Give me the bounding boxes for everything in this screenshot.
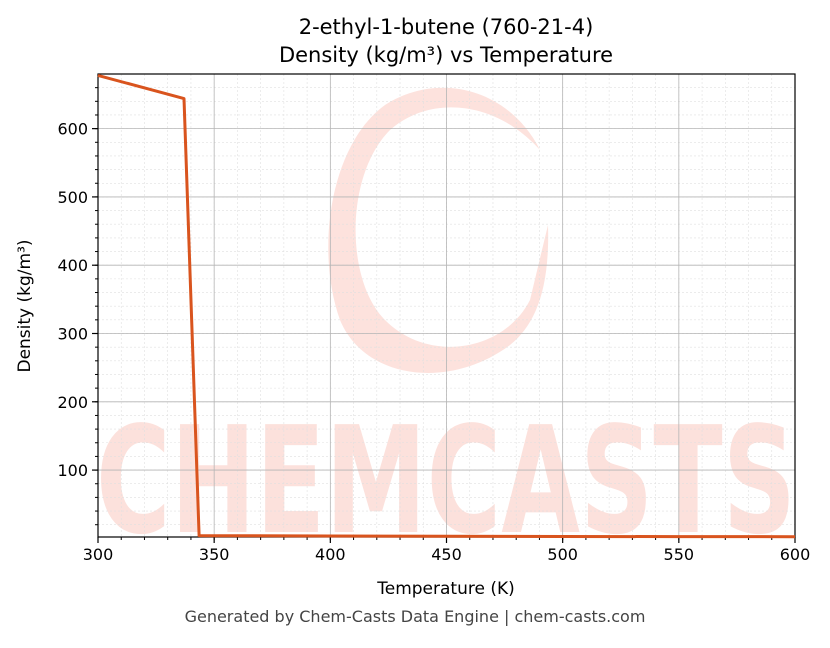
major-grid (97, 74, 796, 537)
x-tick-label: 450 (431, 545, 462, 564)
y-tick-label: 600 (57, 120, 88, 139)
x-tick-label: 500 (547, 545, 578, 564)
x-axis-label: Temperature (K) (376, 579, 515, 599)
footer-credit: Generated by Chem-Casts Data Engine | ch… (184, 607, 646, 626)
x-tick-label: 550 (664, 545, 695, 564)
y-tick-label: 400 (57, 256, 88, 275)
y-tick-label: 500 (57, 188, 88, 207)
x-tick-label: 350 (199, 545, 230, 564)
chart-subtitle: Density (kg/m³) vs Temperature (279, 43, 613, 67)
y-axis-label: Density (kg/m³) (15, 239, 35, 372)
density-series-line (97, 73, 796, 539)
x-tick-label: 300 (83, 545, 114, 564)
y-axis-ticks: 100 200 300 400 500 600 (57, 87, 98, 526)
y-tick-label: 100 (57, 461, 88, 480)
chemcasts-watermark: CHEMCASTS (96, 87, 796, 567)
chart-title: 2-ethyl-1-butene (760-21-4) (299, 15, 594, 39)
x-tick-label: 400 (315, 545, 346, 564)
y-tick-label: 300 (57, 324, 88, 343)
y-tick-label: 200 (57, 393, 88, 412)
x-axis-ticks: 300 350 400 450 500 550 600 (83, 537, 811, 564)
x-tick-label: 600 (780, 545, 811, 564)
watermark-c-logo (328, 87, 549, 373)
series-group (97, 73, 796, 539)
